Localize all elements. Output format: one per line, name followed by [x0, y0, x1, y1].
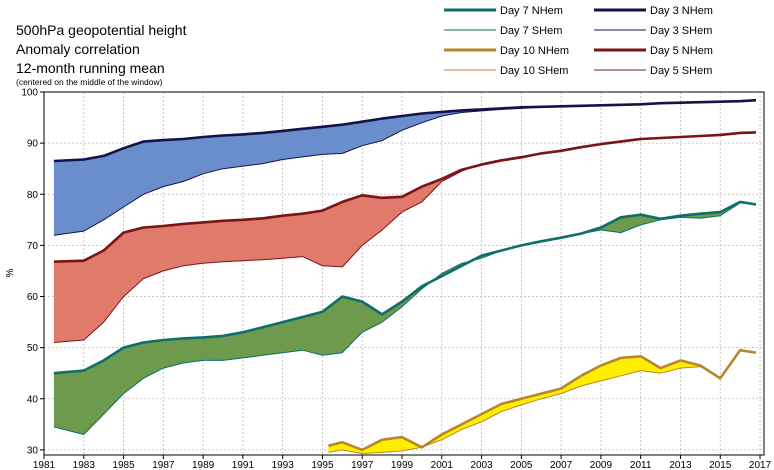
legend-label: Day 7 NHem: [500, 5, 563, 17]
y-tick-label: 100: [21, 88, 38, 99]
y-tick-label: 50: [27, 343, 39, 354]
x-tick-label: 2003: [470, 460, 493, 470]
y-tick-label: 80: [27, 190, 39, 201]
x-tick-label: 1983: [73, 460, 96, 470]
x-tick-label: 2001: [431, 460, 454, 470]
x-axis: 1981 1983 1985 1987 1989 1991 1993 1995 1997 1999…: [33, 455, 772, 470]
x-tick-label: 2013: [669, 460, 692, 470]
legend-label: Day 5 NHem: [650, 45, 713, 57]
legend-label: Day 3 NHem: [650, 5, 713, 17]
x-tick-label: 2009: [590, 460, 613, 470]
y-tick-label: 60: [27, 292, 39, 303]
anomaly-correlation-chart: 1981 1983 1985 1987 1989 1991 1993 1995 1997 1999…: [0, 0, 774, 470]
y-tick-label: 70: [27, 241, 39, 252]
x-tick-label: 1993: [272, 460, 295, 470]
x-tick-label: 1997: [351, 460, 374, 470]
x-tick-label: 1981: [33, 460, 56, 470]
x-tick-label: 2007: [550, 460, 573, 470]
y-tick-label: 30: [27, 445, 39, 456]
difference-bands: [54, 100, 756, 453]
legend-label: Day 5 SHem: [650, 65, 712, 77]
y-axis: 30 40 50 60 70 80 90 100: [21, 88, 44, 457]
x-tick-label: 2015: [709, 460, 732, 470]
x-tick-label: 1991: [232, 460, 255, 470]
x-tick-label: 1995: [311, 460, 334, 470]
day-3-band: [54, 100, 756, 235]
legend-label: Day 3 SHem: [650, 25, 712, 37]
legend-label: Day 10 SHem: [500, 65, 568, 77]
legend-label: Day 10 NHem: [500, 45, 569, 57]
legend: Day 7 NHem Day 3 NHem Day 7 SHem Day 3 SHem…: [444, 5, 713, 77]
y-tick-label: 90: [27, 139, 39, 150]
x-tick-label: 1999: [391, 460, 414, 470]
y-axis-label: %: [5, 269, 16, 278]
legend-label: Day 7 SHem: [500, 25, 562, 37]
x-tick-label: 2005: [510, 460, 533, 470]
x-tick-label: 2017: [749, 460, 772, 470]
y-tick-label: 40: [27, 394, 39, 405]
x-tick-label: 1989: [192, 460, 215, 470]
x-tick-label: 2011: [630, 460, 652, 470]
x-tick-label: 1987: [152, 460, 175, 470]
x-tick-label: 1985: [112, 460, 135, 470]
